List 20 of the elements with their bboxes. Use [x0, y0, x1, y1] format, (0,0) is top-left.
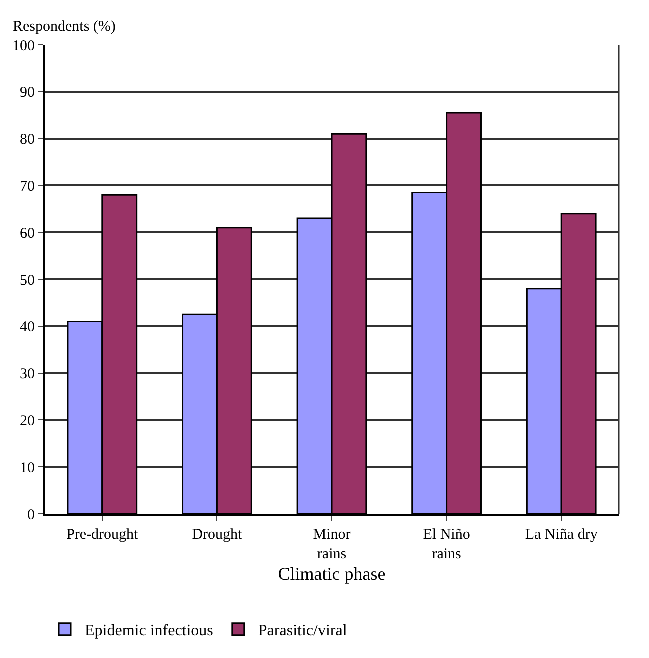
y-tick-label: 90	[20, 85, 35, 102]
x-tick-label: Drought	[192, 527, 244, 543]
y-tick-label: 30	[20, 366, 35, 383]
y-tick-label: 0	[28, 507, 35, 524]
y-tick-label: 80	[20, 132, 35, 148]
y-tick-label: 10	[20, 460, 35, 476]
y-tick-label: 40	[20, 320, 35, 336]
x-axis-title: Climatic phase	[278, 564, 386, 584]
y-tick-label: 70	[20, 178, 35, 195]
legend-label: Epidemic infectious	[85, 622, 214, 640]
x-tick-label: La Niña dry	[525, 527, 598, 543]
y-tick-label: 20	[20, 413, 35, 430]
x-tick-label: Minor rains	[313, 527, 351, 562]
x-tick-label: Pre-drought	[66, 527, 140, 543]
y-tick-label: 100	[12, 38, 35, 54]
x-tick-label: El Niño rains	[423, 527, 470, 562]
y-axis-title: Respondents (%)	[13, 19, 116, 35]
y-tick-label: 60	[20, 226, 35, 242]
y-tick-label: 50	[20, 272, 35, 289]
legend-label: Parasitic/viral	[258, 622, 348, 640]
